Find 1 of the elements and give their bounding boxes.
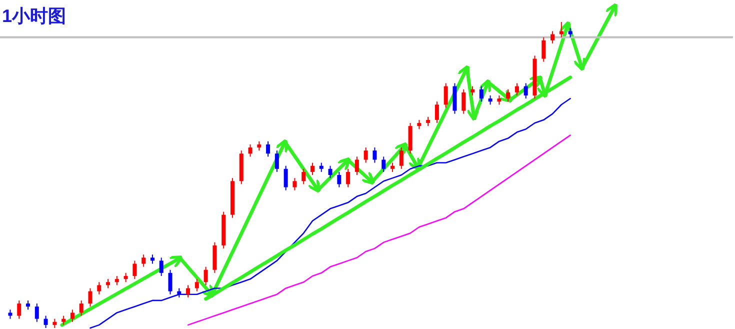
chart-title: 1小时图 [2, 6, 66, 26]
